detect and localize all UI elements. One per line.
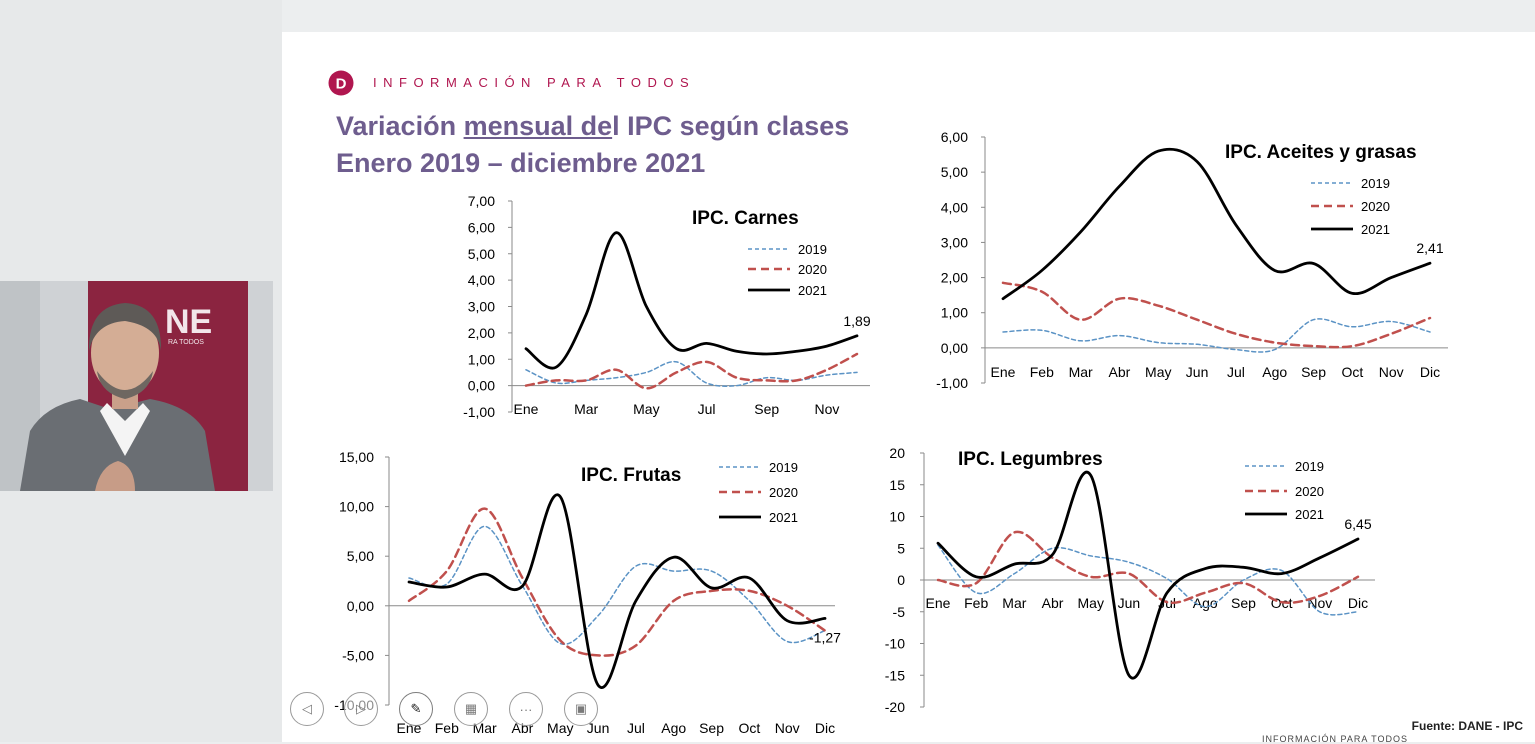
webcam-person-hand xyxy=(95,461,135,491)
webcam-person-face xyxy=(91,311,159,395)
screen-icon: ▣ xyxy=(574,701,588,716)
slides-button[interactable]: ▦ xyxy=(454,692,488,726)
screen-button[interactable]: ▣ xyxy=(564,692,598,726)
webcam-backdrop-subtext: RA TODOS xyxy=(168,339,204,346)
pen-icon: ✎ xyxy=(410,701,422,716)
dane-logo-icon: D xyxy=(328,70,354,96)
more-button[interactable]: ··· xyxy=(509,692,543,726)
webcam-person-hair xyxy=(88,303,162,351)
slides-icon: ▦ xyxy=(464,701,478,716)
slideshow-controls: ◁ ▷ ✎ ▦ ··· ▣ xyxy=(288,690,618,734)
next-icon: ▷ xyxy=(356,701,366,716)
prev-icon: ◁ xyxy=(302,701,312,716)
prev-button[interactable]: ◁ xyxy=(290,692,324,726)
webcam-person-shirt xyxy=(100,403,150,456)
title-part-c: l IPC según clases xyxy=(612,111,850,141)
slide-title-line-2: Enero 2019 – diciembre 2021 xyxy=(336,148,706,178)
title-part-a: Variación xyxy=(336,111,464,141)
footer-tagline-partial: INFORMACIÓN PARA TODOS xyxy=(1262,734,1409,744)
webcam-person-jacket xyxy=(20,399,215,491)
webcam-backdrop-text: NE xyxy=(165,303,212,341)
slide-title-line-1: Variación mensual del IPC según clases xyxy=(336,111,849,142)
more-icon: ··· xyxy=(519,701,533,717)
title-part-underlined: mensual de xyxy=(463,111,613,141)
webcam-video: NE RA TODOS xyxy=(0,281,273,491)
source-note: Fuente: DANE - IPC xyxy=(1411,719,1523,733)
next-button[interactable]: ▷ xyxy=(344,692,378,726)
brand-tagline: INFORMACIÓN PARA TODOS xyxy=(373,75,696,90)
webcam-person-beard xyxy=(97,371,153,399)
pen-button[interactable]: ✎ xyxy=(399,692,433,726)
logo-letter: D xyxy=(336,76,347,93)
